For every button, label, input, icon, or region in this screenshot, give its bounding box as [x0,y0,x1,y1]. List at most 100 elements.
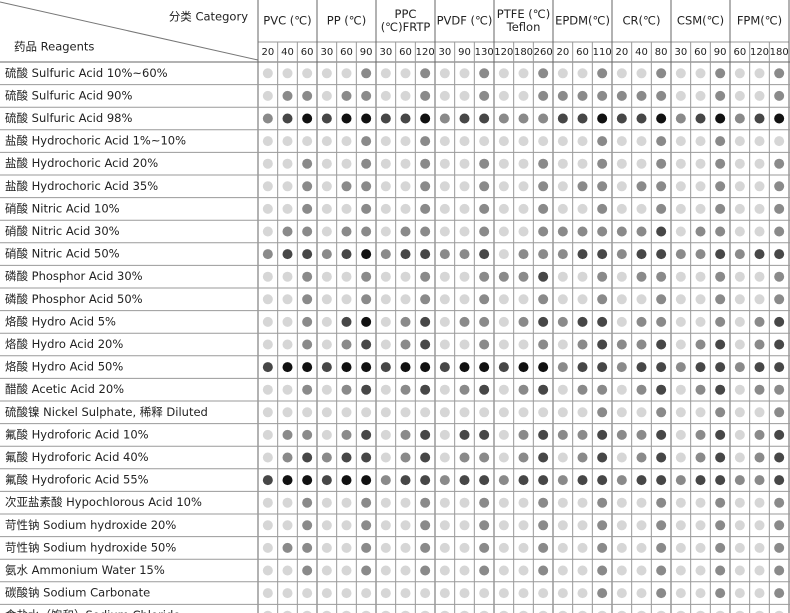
rating-dot [597,407,608,418]
rating-dot [420,362,431,373]
rating-dot [361,429,372,440]
rating-dot [754,497,765,508]
rating-dot [321,113,332,124]
rating-dot [282,565,293,576]
rating-dot [538,565,549,576]
rating-dot [518,542,529,553]
rating-dot [538,181,549,192]
rating-dot [715,565,726,576]
rating-dot [282,588,293,599]
rating-dot [498,407,509,418]
rating-dot [577,158,588,169]
rating-dot [479,203,490,214]
rating-dot [617,610,627,613]
rating-dot [577,294,588,305]
rating-dot [479,90,490,101]
rating-dot [616,226,627,237]
rating-dot [341,294,352,305]
rating-dot [341,316,352,327]
rating-dot [459,362,470,373]
rating-dot [695,429,706,440]
rating-dot [597,362,608,373]
rating-dot [439,497,450,508]
rating-dot [341,90,352,101]
rating-dot [302,520,313,531]
rating-dot [557,565,568,576]
rating-dot [400,542,411,553]
rating-dot [283,610,292,613]
rating-dot [656,475,667,486]
rating-dot [734,113,745,124]
rating-dot [479,520,490,531]
rating-dot [400,271,411,282]
rating-dot [597,384,608,395]
rating-dot [715,90,726,101]
rating-dot [498,565,509,576]
rating-dot [459,339,470,350]
rating-dot [321,475,332,486]
rating-dot [479,362,490,373]
rating-dot [557,339,568,350]
rating-dot [675,520,686,531]
rating-dot [282,520,293,531]
rating-dot [695,203,706,214]
rating-dot [479,588,490,599]
rating-dot [262,384,273,395]
rating-dot [774,339,785,350]
rating-dot [656,452,667,463]
group-name: PVC (℃) [263,14,311,28]
rating-dot [597,497,608,508]
rating-dot [656,362,667,373]
rating-dot [341,136,352,147]
rating-dot [695,226,706,237]
rating-dot [538,339,549,350]
rating-dot [755,610,764,613]
rating-dot [557,294,568,305]
rating-dot [695,113,706,124]
rating-dot [734,158,745,169]
rating-dot [302,249,313,260]
rating-dot [675,249,686,260]
rating-dot [577,181,588,192]
rating-dot [321,520,332,531]
rating-dot [715,226,726,237]
rating-dot [380,362,391,373]
rating-dot [636,452,647,463]
rating-dot [262,475,273,486]
rating-dot [695,136,706,147]
rating-dot [302,271,313,282]
rating-dot [715,475,726,486]
rating-dot [518,497,529,508]
rating-dot [616,429,627,440]
temperature: 60 [576,47,589,58]
rating-dot [420,384,431,395]
rating-dot [262,497,273,508]
rating-dot [498,226,509,237]
rating-dot [538,475,549,486]
rating-dot [675,565,686,576]
rating-dot [656,429,667,440]
rating-dot [302,452,313,463]
rating-dot [321,90,332,101]
rating-dot [518,249,529,260]
rating-dot [518,136,529,147]
rating-dot [361,362,372,373]
rating-dot [597,294,608,305]
group-name: FPM(℃) [737,14,782,28]
rating-dot [479,113,490,124]
rating-dot [715,588,726,599]
rating-dot [577,497,588,508]
rating-dot [695,90,706,101]
rating-dot [341,249,352,260]
rating-dot [498,384,509,395]
temperature: 30 [320,47,333,58]
rating-dot [341,158,352,169]
rating-dot [715,113,726,124]
rating-dot [282,158,293,169]
rating-dot [675,181,686,192]
rating-dot [282,113,293,124]
rating-dot [459,203,470,214]
rating-dot [754,158,765,169]
rating-dot [538,429,549,440]
rating-dot [321,565,332,576]
